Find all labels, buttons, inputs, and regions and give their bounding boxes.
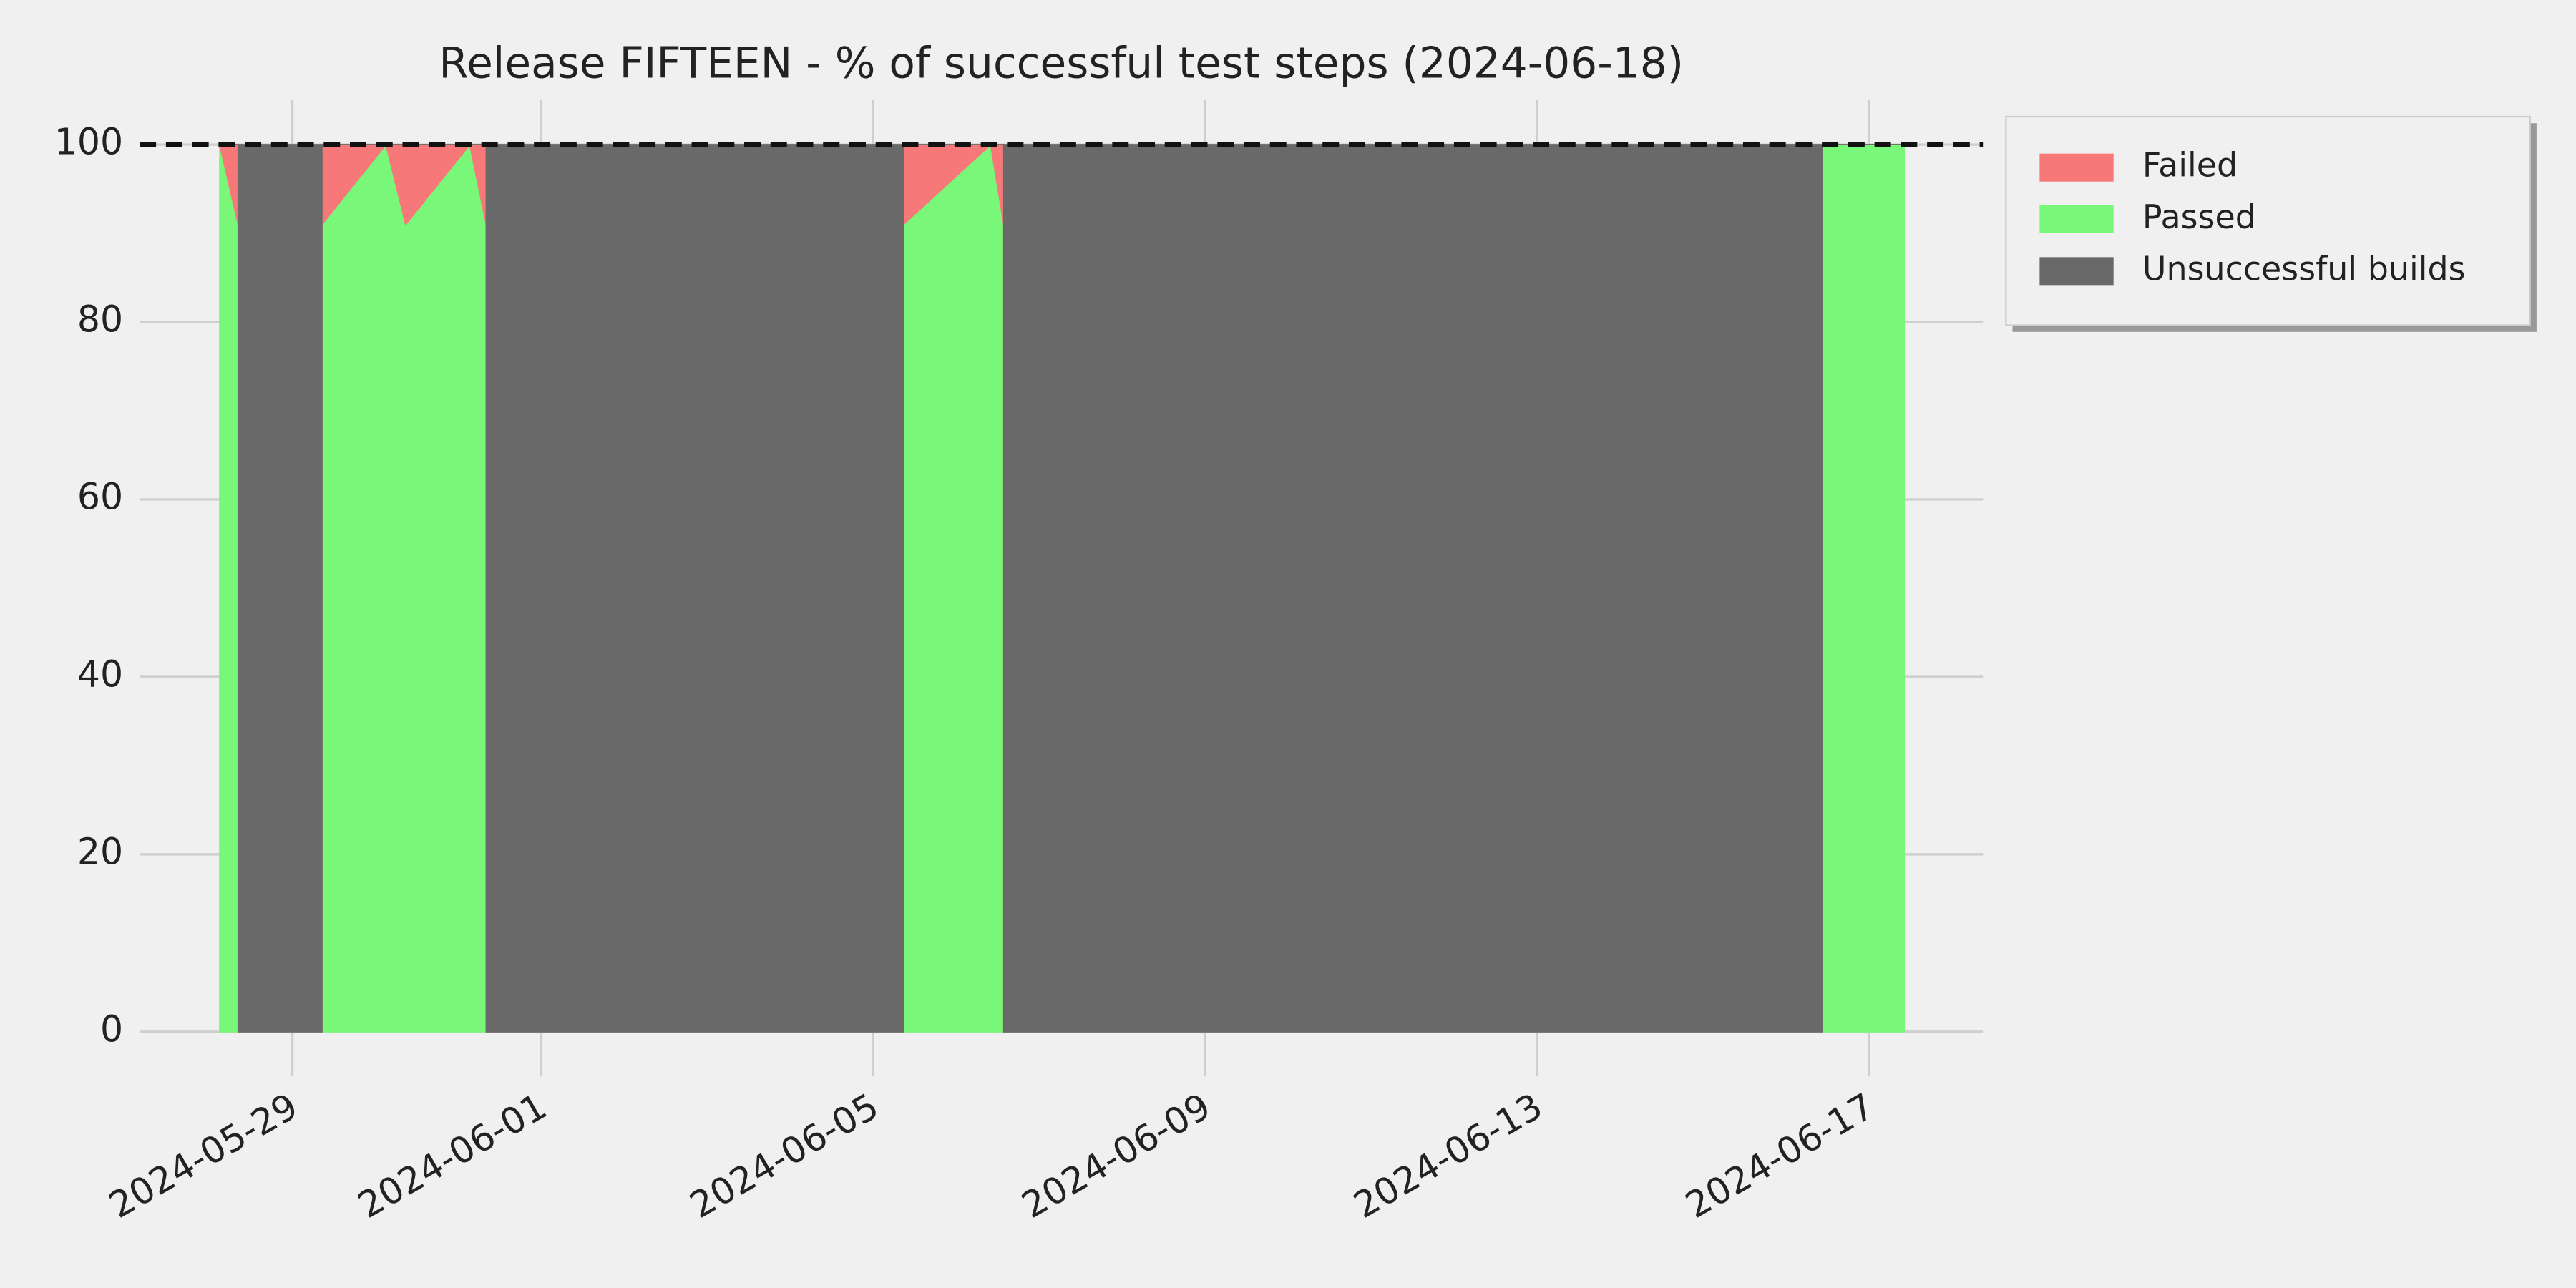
legend: Failed Passed Unsuccessful builds [2005,115,2537,332]
legend-label: Unsuccessful builds [2142,249,2466,288]
legend-swatch [2039,205,2114,234]
y-tick-label: 80 [77,298,123,341]
legend-label: Passed [2142,197,2256,236]
plot-area [218,142,1906,1033]
chart-title: Release FIFTEEN - % of successful test s… [439,39,1684,88]
legend-swatch [2039,153,2114,182]
legend-swatch [2039,257,2114,286]
y-tick-label: 40 [77,653,123,695]
y-tick-label: 0 [100,1008,123,1050]
y-tick-label: 60 [77,475,123,517]
legend-label: Failed [2142,146,2238,185]
y-tick-label: 100 [54,121,123,163]
y-tick-label: 20 [77,830,123,872]
